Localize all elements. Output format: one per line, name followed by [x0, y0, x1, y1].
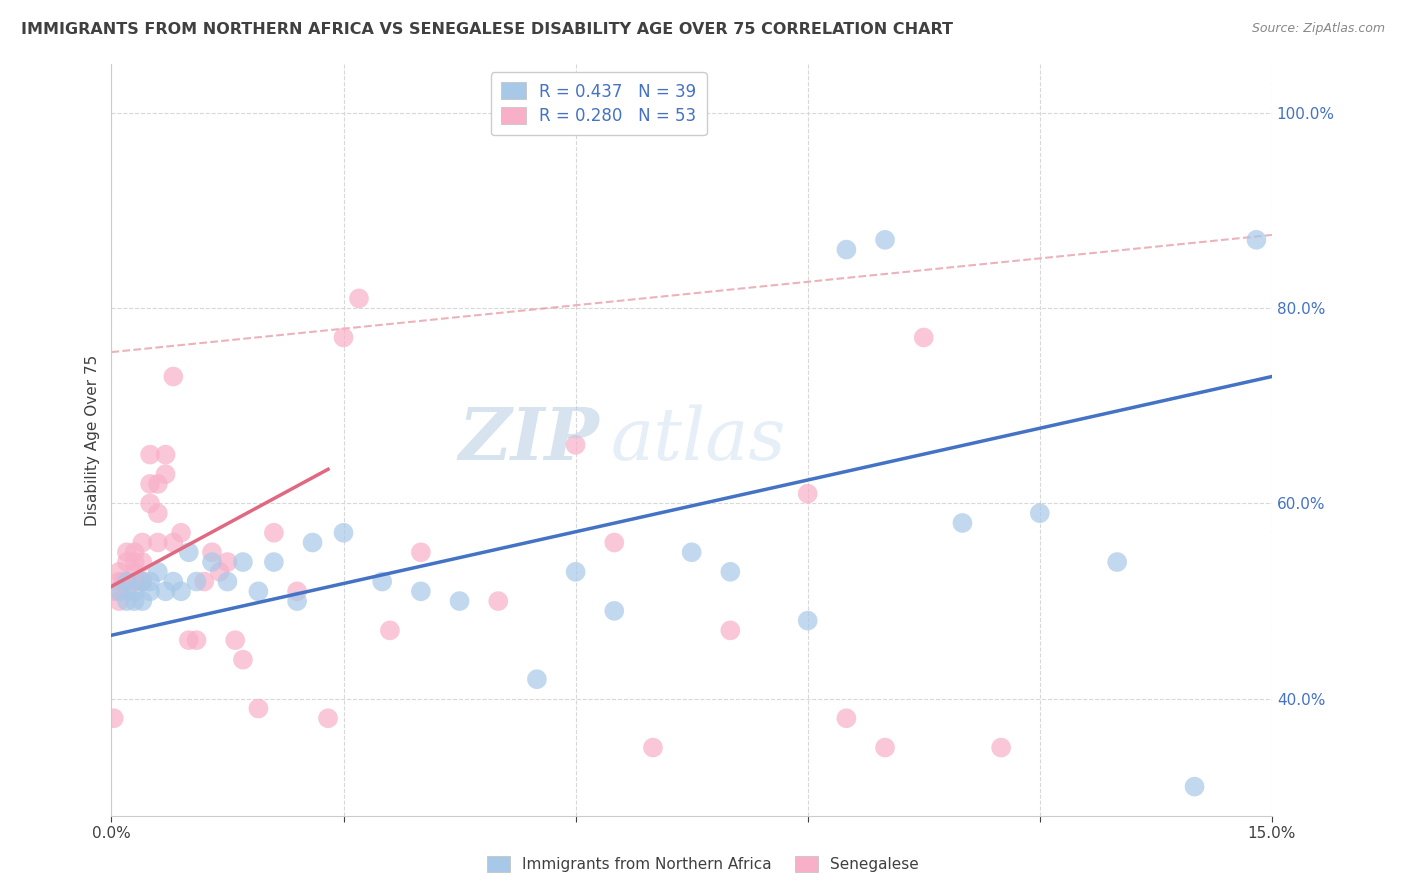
Y-axis label: Disability Age Over 75: Disability Age Over 75 [86, 354, 100, 525]
Point [217, 555, 239, 569]
Point [796, 486, 818, 500]
Point [108, 584, 131, 599]
Point [835, 711, 858, 725]
Point [162, 574, 184, 589]
Point [139, 574, 162, 589]
Point [146, 506, 169, 520]
Point [115, 594, 138, 608]
Point [285, 594, 308, 608]
Point [332, 525, 354, 540]
Point [162, 369, 184, 384]
Point [232, 653, 254, 667]
Point [247, 584, 270, 599]
Point [170, 525, 193, 540]
Legend: Immigrants from Northern Africa, Senegalese: Immigrants from Northern Africa, Senegal… [479, 848, 927, 880]
Point [247, 701, 270, 715]
Point [1029, 506, 1052, 520]
Point [108, 594, 131, 608]
Point [796, 614, 818, 628]
Point [124, 545, 146, 559]
Point [316, 711, 339, 725]
Point [155, 584, 177, 599]
Point [1107, 555, 1129, 569]
Point [285, 584, 308, 599]
Point [131, 594, 153, 608]
Point [103, 711, 125, 725]
Legend: R = 0.437   N = 39, R = 0.280   N = 53: R = 0.437 N = 39, R = 0.280 N = 53 [491, 72, 707, 136]
Point [124, 555, 146, 569]
Point [193, 574, 215, 589]
Point [990, 740, 1012, 755]
Point [224, 633, 246, 648]
Point [162, 535, 184, 549]
Point [486, 594, 509, 608]
Point [718, 624, 741, 638]
Point [155, 467, 177, 482]
Text: IMMIGRANTS FROM NORTHERN AFRICA VS SENEGALESE DISABILITY AGE OVER 75 CORRELATION: IMMIGRANTS FROM NORTHERN AFRICA VS SENEG… [21, 22, 953, 37]
Point [835, 243, 858, 257]
Text: Source: ZipAtlas.com: Source: ZipAtlas.com [1251, 22, 1385, 36]
Point [155, 448, 177, 462]
Point [115, 574, 138, 589]
Point [263, 555, 285, 569]
Point [301, 535, 323, 549]
Point [718, 565, 741, 579]
Point [139, 496, 162, 510]
Point [177, 545, 200, 559]
Point [371, 574, 394, 589]
Point [186, 574, 208, 589]
Point [186, 633, 208, 648]
Point [115, 545, 138, 559]
Point [146, 535, 169, 549]
Point [146, 565, 169, 579]
Point [111, 574, 134, 589]
Point [564, 565, 586, 579]
Point [332, 330, 354, 344]
Point [170, 584, 193, 599]
Point [124, 565, 146, 579]
Point [124, 574, 146, 589]
Point [131, 535, 153, 549]
Point [104, 584, 127, 599]
Point [208, 565, 231, 579]
Point [564, 438, 586, 452]
Point [912, 330, 935, 344]
Point [1246, 233, 1268, 247]
Point [201, 545, 224, 559]
Point [347, 292, 370, 306]
Point [108, 565, 131, 579]
Point [146, 477, 169, 491]
Point [115, 555, 138, 569]
Point [526, 672, 548, 686]
Point [124, 584, 146, 599]
Point [139, 448, 162, 462]
Text: ZIP: ZIP [458, 404, 599, 475]
Point [115, 584, 138, 599]
Point [108, 574, 131, 589]
Point [873, 740, 896, 755]
Point [449, 594, 471, 608]
Point [232, 555, 254, 569]
Point [378, 624, 401, 638]
Point [603, 535, 626, 549]
Point [217, 574, 239, 589]
Point [409, 584, 432, 599]
Point [603, 604, 626, 618]
Point [263, 525, 285, 540]
Point [952, 516, 974, 530]
Point [1184, 780, 1206, 794]
Point [131, 574, 153, 589]
Point [681, 545, 703, 559]
Point [177, 633, 200, 648]
Point [873, 233, 896, 247]
Point [131, 555, 153, 569]
Text: atlas: atlas [610, 405, 786, 475]
Point [409, 545, 432, 559]
Point [124, 594, 146, 608]
Point [139, 584, 162, 599]
Point [131, 574, 153, 589]
Point [201, 555, 224, 569]
Point [139, 477, 162, 491]
Point [641, 740, 664, 755]
